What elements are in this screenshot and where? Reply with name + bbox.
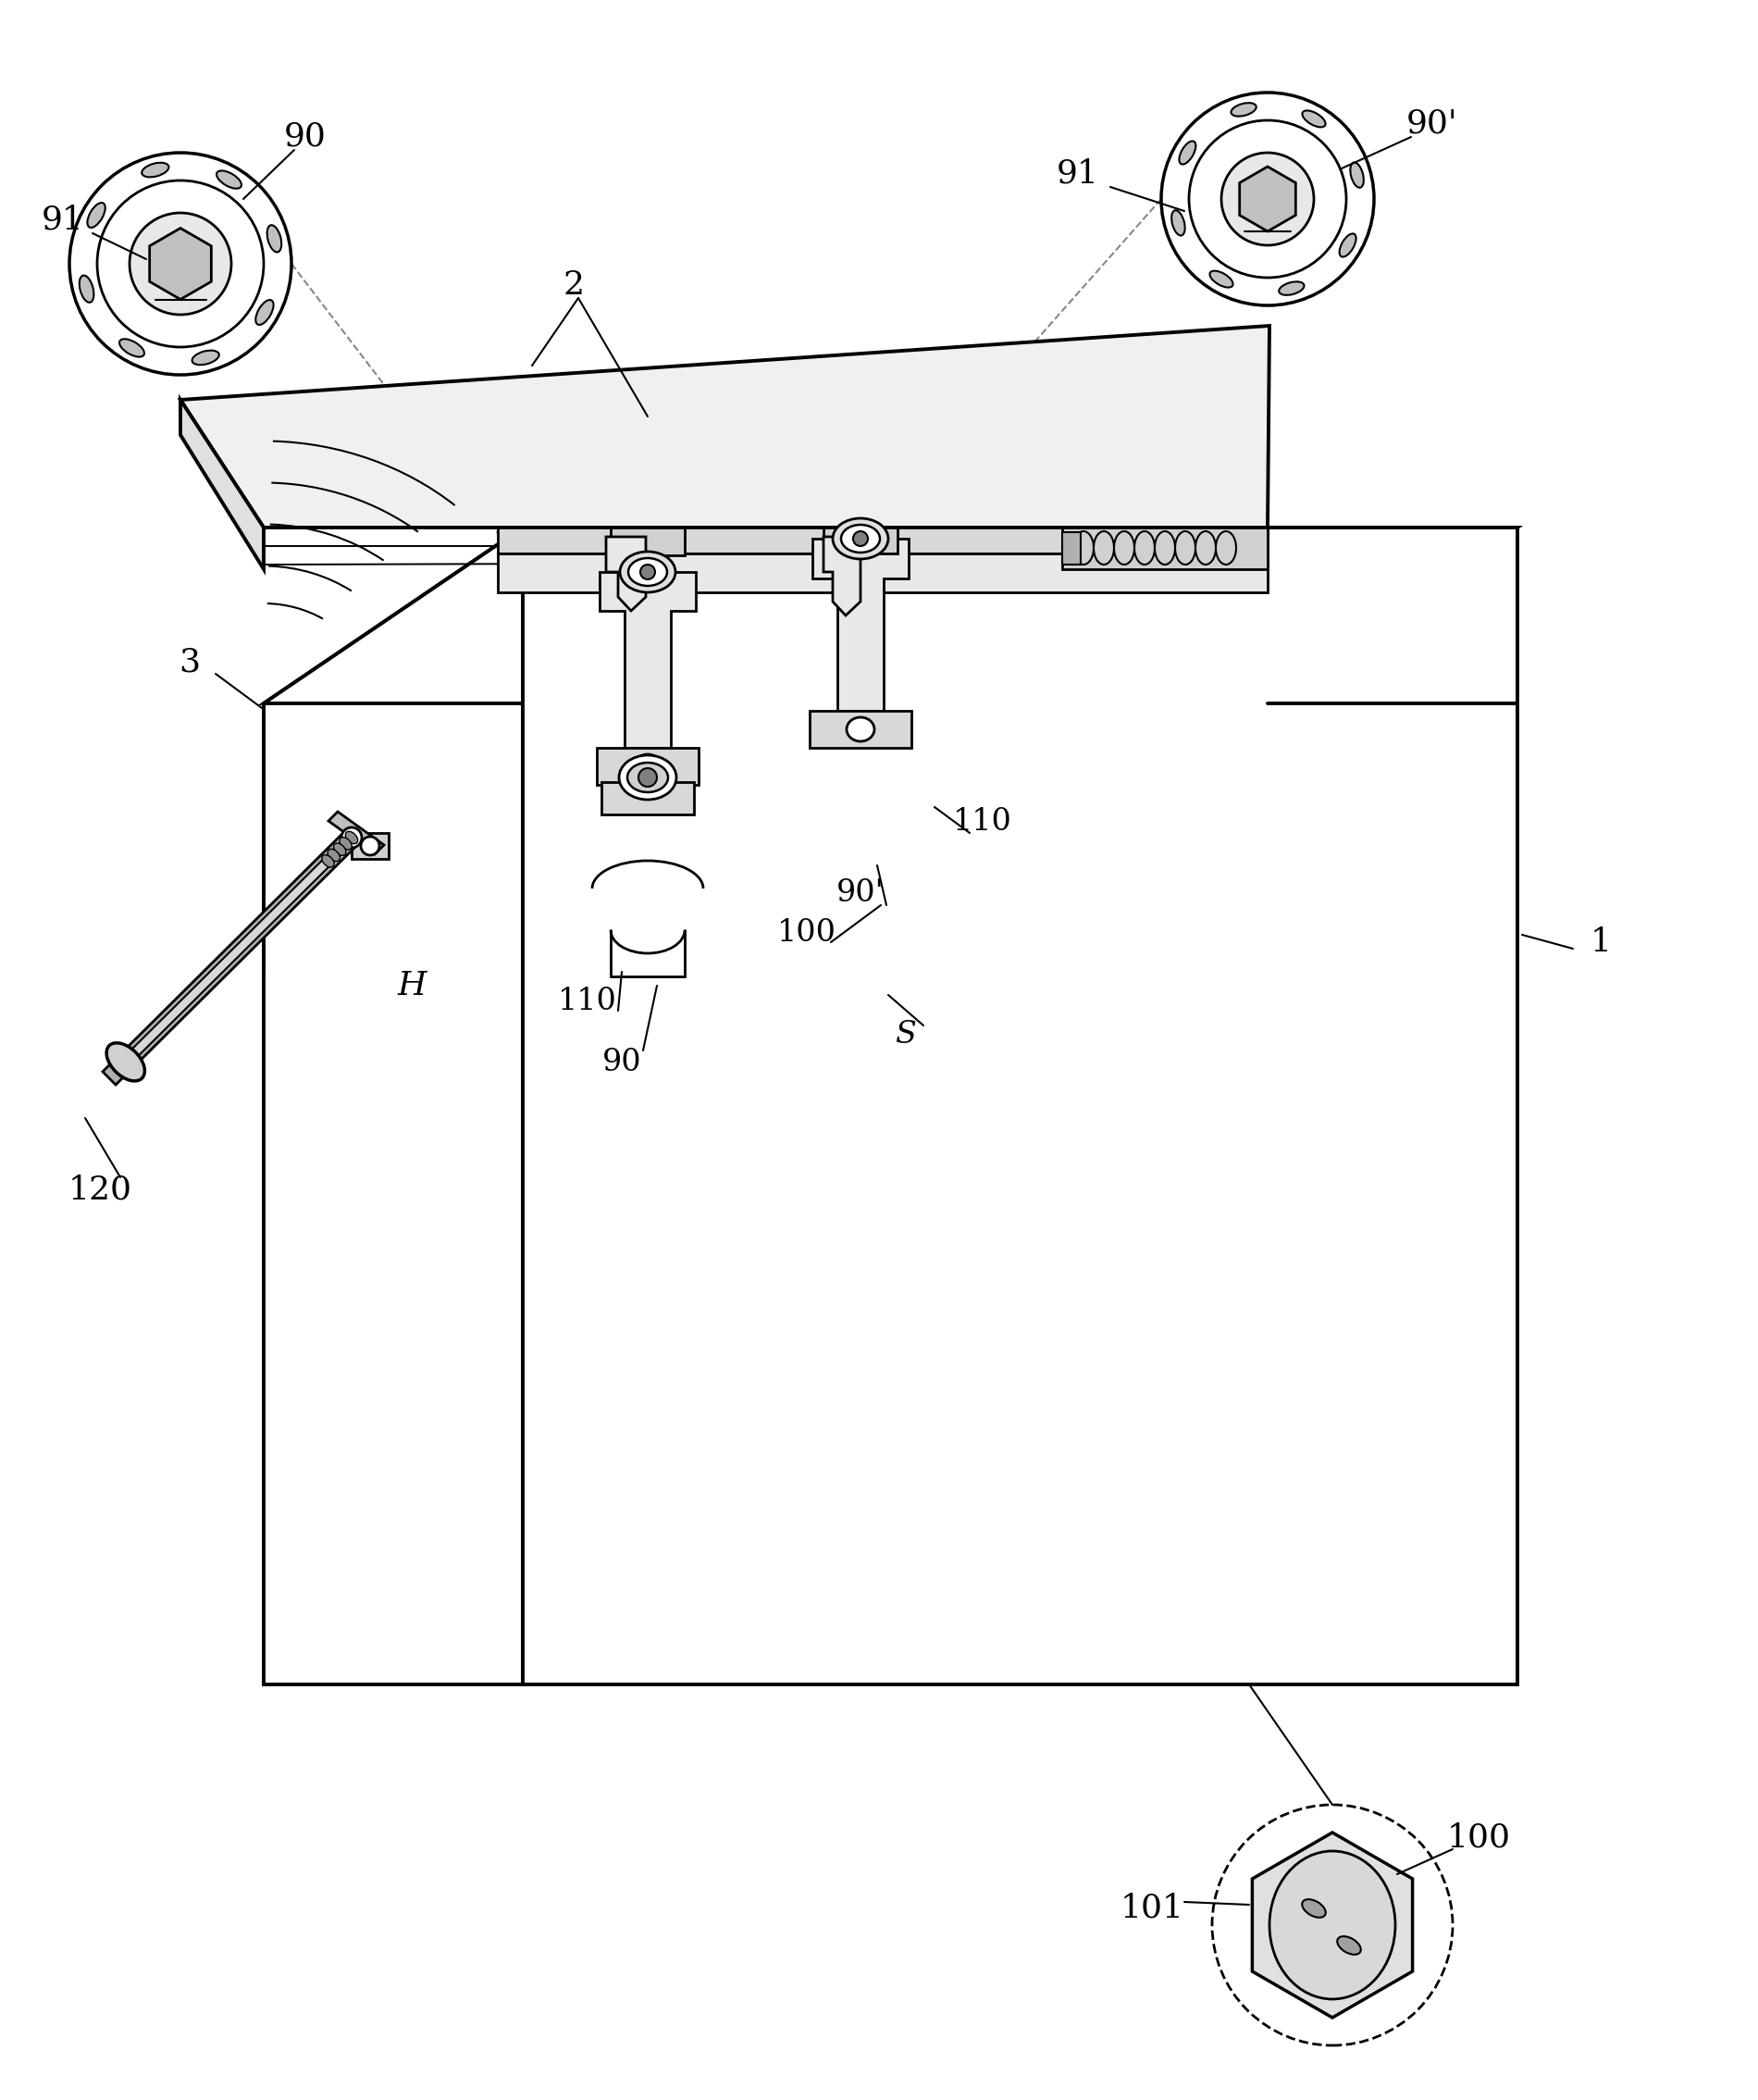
Ellipse shape: [635, 754, 661, 779]
Ellipse shape: [97, 181, 264, 346]
Text: 1: 1: [1589, 926, 1612, 958]
Polygon shape: [823, 538, 860, 615]
Text: 90': 90': [837, 878, 884, 907]
Ellipse shape: [1303, 111, 1326, 128]
Polygon shape: [498, 554, 1268, 592]
Text: H: H: [397, 970, 425, 1002]
Text: 101: 101: [1120, 1892, 1183, 1924]
Polygon shape: [149, 229, 211, 300]
Ellipse shape: [255, 300, 274, 326]
Polygon shape: [352, 834, 389, 859]
Polygon shape: [812, 540, 909, 710]
Ellipse shape: [1340, 233, 1355, 256]
Ellipse shape: [833, 519, 888, 559]
Ellipse shape: [192, 351, 220, 365]
Ellipse shape: [1269, 1850, 1396, 1999]
Polygon shape: [1062, 531, 1081, 565]
Ellipse shape: [1210, 271, 1232, 288]
Text: 120: 120: [69, 1174, 132, 1205]
Text: 2: 2: [563, 269, 584, 300]
Text: 100: 100: [777, 918, 837, 947]
Text: 91: 91: [1057, 158, 1099, 189]
Ellipse shape: [216, 170, 241, 189]
Ellipse shape: [621, 552, 675, 592]
Text: 110: 110: [953, 806, 1013, 836]
Polygon shape: [1062, 527, 1268, 569]
Polygon shape: [810, 710, 911, 748]
Ellipse shape: [88, 204, 105, 227]
Polygon shape: [1239, 166, 1296, 231]
Ellipse shape: [847, 718, 874, 741]
Polygon shape: [264, 527, 1517, 704]
Ellipse shape: [853, 531, 868, 546]
Polygon shape: [181, 399, 264, 569]
Ellipse shape: [1338, 1936, 1361, 1955]
Polygon shape: [607, 538, 645, 611]
Ellipse shape: [69, 153, 292, 374]
Ellipse shape: [142, 162, 169, 176]
Text: 3: 3: [179, 647, 200, 678]
Ellipse shape: [638, 769, 657, 788]
Polygon shape: [601, 781, 694, 815]
Ellipse shape: [628, 762, 668, 792]
Ellipse shape: [327, 848, 339, 861]
Text: 100: 100: [1447, 1821, 1510, 1852]
Polygon shape: [181, 326, 1269, 527]
Ellipse shape: [1162, 92, 1375, 304]
Ellipse shape: [267, 225, 281, 252]
Text: 90: 90: [285, 122, 327, 153]
Ellipse shape: [1231, 103, 1257, 116]
Ellipse shape: [339, 838, 352, 851]
Ellipse shape: [1280, 281, 1304, 296]
Polygon shape: [264, 527, 522, 1684]
Ellipse shape: [1180, 141, 1195, 164]
Text: 91: 91: [42, 204, 84, 235]
Ellipse shape: [628, 559, 666, 586]
Polygon shape: [599, 571, 696, 748]
Ellipse shape: [1222, 153, 1313, 246]
Text: 90: 90: [601, 1048, 642, 1077]
Ellipse shape: [1303, 1898, 1326, 1917]
Ellipse shape: [619, 756, 677, 800]
Ellipse shape: [120, 338, 144, 357]
Ellipse shape: [107, 1044, 144, 1082]
Polygon shape: [596, 748, 698, 785]
Ellipse shape: [322, 855, 334, 867]
Ellipse shape: [360, 836, 380, 855]
Polygon shape: [610, 527, 684, 554]
Ellipse shape: [840, 525, 881, 552]
Text: 90': 90': [1406, 107, 1457, 139]
Polygon shape: [522, 527, 1517, 1684]
Ellipse shape: [345, 832, 359, 844]
Ellipse shape: [640, 565, 656, 580]
Ellipse shape: [1350, 162, 1364, 187]
Polygon shape: [329, 813, 383, 855]
Ellipse shape: [1188, 120, 1347, 277]
Polygon shape: [1252, 1833, 1412, 2018]
Polygon shape: [823, 527, 898, 554]
Ellipse shape: [341, 827, 362, 848]
Ellipse shape: [334, 844, 346, 855]
Polygon shape: [498, 527, 1268, 554]
Ellipse shape: [79, 275, 93, 302]
Text: 110: 110: [557, 987, 617, 1016]
Polygon shape: [102, 832, 359, 1086]
Text: S: S: [895, 1021, 916, 1050]
Ellipse shape: [130, 212, 232, 315]
Polygon shape: [132, 834, 355, 1056]
Ellipse shape: [1171, 210, 1185, 235]
